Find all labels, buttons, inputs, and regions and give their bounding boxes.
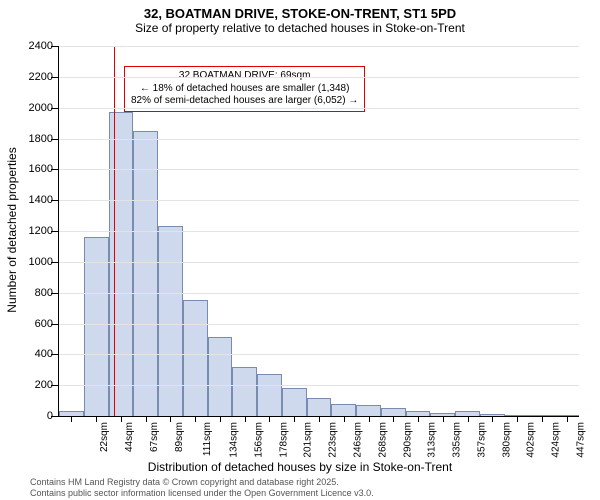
annotation-line3: 82% of semi-detached houses are larger (… [131,95,358,108]
chart-title: 32, BOATMAN DRIVE, STOKE-ON-TRENT, ST1 5… [0,6,600,21]
grid-line [59,324,579,325]
bar [381,408,406,416]
bar [183,300,208,416]
grid-line [59,108,579,109]
y-tick-label: 200 [13,379,53,391]
x-tick-label: 268sqm [377,422,388,458]
x-tick [468,416,469,422]
plot-area: 32 BOATMAN DRIVE: 69sqm ← 18% of detache… [58,46,579,417]
y-tick-label: 1800 [13,133,53,145]
y-tick-label: 2000 [13,102,53,114]
grid-line [59,293,579,294]
bar [307,398,332,417]
x-tick-label: 89sqm [174,422,185,452]
x-tick [319,416,320,422]
grid-line [59,231,579,232]
y-tick-label: 400 [13,348,53,360]
x-tick-label: 201sqm [303,422,314,458]
x-tick-label: 357sqm [476,422,487,458]
y-tick-label: 800 [13,287,53,299]
grid-line [59,385,579,386]
x-tick-label: 380sqm [501,422,512,458]
x-tick-label: 402sqm [526,422,537,458]
grid-line [59,46,579,47]
bar [282,388,307,416]
annotation-line2: ← 18% of detached houses are smaller (1,… [131,83,358,96]
bar [133,131,158,416]
bar [208,337,233,416]
x-tick-label: 424sqm [551,422,562,458]
x-tick [418,416,419,422]
x-tick [344,416,345,422]
x-tick-label: 44sqm [124,422,135,452]
x-tick [96,416,97,422]
grid-line [59,139,579,140]
bar [232,367,257,416]
grid-line [59,77,579,78]
x-tick-label: 246sqm [353,422,364,458]
x-tick [393,416,394,422]
bar [84,237,109,416]
x-tick [542,416,543,422]
x-tick-label: 156sqm [254,422,265,458]
x-tick [71,416,72,422]
x-tick-label: 223sqm [328,422,339,458]
x-tick-label: 67sqm [149,422,160,452]
bar [331,404,356,416]
chart-subtitle: Size of property relative to detached ho… [0,21,600,35]
annotation-box: 32 BOATMAN DRIVE: 69sqm ← 18% of detache… [124,66,365,112]
grid-line [59,200,579,201]
footer-line2: Contains public sector information licen… [30,488,374,498]
x-tick [220,416,221,422]
y-tick-label: 1000 [13,256,53,268]
x-tick [294,416,295,422]
x-tick [245,416,246,422]
bar [109,112,134,416]
y-tick-label: 2200 [13,71,53,83]
x-tick-label: 335sqm [452,422,463,458]
x-axis-label: Distribution of detached houses by size … [0,460,600,474]
bar [356,405,381,416]
x-tick [170,416,171,422]
x-tick [369,416,370,422]
y-tick-label: 1600 [13,163,53,175]
x-tick-label: 178sqm [278,422,289,458]
x-tick [443,416,444,422]
x-tick [121,416,122,422]
bar [257,374,282,416]
bar [158,226,183,416]
footer-line1: Contains HM Land Registry data © Crown c… [30,477,374,487]
x-tick-label: 313sqm [427,422,438,458]
x-tick-label: 111sqm [203,422,214,456]
x-tick [517,416,518,422]
x-tick [195,416,196,422]
grid-line [59,262,579,263]
x-tick [269,416,270,422]
y-tick-label: 1200 [13,225,53,237]
chart-container: 32, BOATMAN DRIVE, STOKE-ON-TRENT, ST1 5… [0,0,600,500]
y-tick-label: 1400 [13,194,53,206]
y-tick-label: 0 [13,410,53,422]
x-tick-label: 290sqm [402,422,413,458]
y-tick-label: 600 [13,318,53,330]
x-tick [146,416,147,422]
title-block: 32, BOATMAN DRIVE, STOKE-ON-TRENT, ST1 5… [0,0,600,35]
x-tick-label: 22sqm [99,422,110,452]
grid-line [59,169,579,170]
x-tick-label: 447sqm [575,422,586,458]
grid-line [59,354,579,355]
x-tick [492,416,493,422]
footer-attribution: Contains HM Land Registry data © Crown c… [30,477,374,498]
x-tick [567,416,568,422]
x-tick-label: 134sqm [229,422,240,458]
y-tick-label: 2400 [13,40,53,52]
